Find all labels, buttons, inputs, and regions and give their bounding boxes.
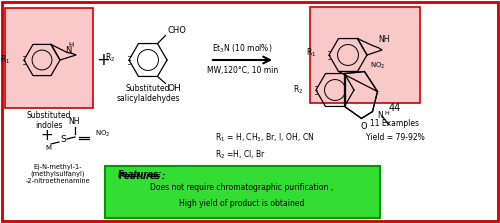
Text: S: S (60, 136, 66, 145)
Text: R$_2$ =H, Cl, Br: R$_2$ =H, Cl, Br (215, 149, 266, 161)
Text: E)-N-methyl-1-
(methylsulfanyl)
-2-nitroethenamine: E)-N-methyl-1- (methylsulfanyl) -2-nitro… (26, 163, 90, 184)
Text: MW,120°C, 10 min: MW,120°C, 10 min (207, 66, 278, 74)
Text: 11 Examples: 11 Examples (370, 120, 420, 128)
Text: High yield of product is obtained: High yield of product is obtained (180, 200, 304, 209)
Text: R$_2$: R$_2$ (292, 84, 303, 96)
Text: OH: OH (168, 84, 181, 93)
Text: $\bfit{Features:}$: $\bfit{Features:}$ (118, 170, 166, 181)
Text: NO$_2$: NO$_2$ (370, 60, 385, 71)
Text: Substituted
indoles: Substituted indoles (27, 111, 72, 130)
Text: O: O (360, 122, 367, 131)
Text: H: H (68, 42, 73, 48)
FancyBboxPatch shape (105, 166, 380, 218)
Text: CHO: CHO (168, 26, 186, 35)
FancyBboxPatch shape (5, 8, 93, 108)
Text: Substituted
salicylaldehydes: Substituted salicylaldehydes (116, 84, 180, 103)
Text: NH: NH (378, 35, 390, 44)
Text: N: N (378, 111, 384, 120)
Text: NO$_2$: NO$_2$ (95, 129, 110, 139)
Text: M: M (45, 145, 51, 151)
Text: Yield = 79-92%: Yield = 79-92% (366, 132, 424, 142)
Text: NH: NH (68, 118, 80, 126)
Text: R$_1$: R$_1$ (306, 47, 316, 59)
Text: Does not require chromatographic purification ,: Does not require chromatographic purific… (150, 184, 334, 192)
Text: R$_1$: R$_1$ (0, 54, 10, 66)
Text: +: + (40, 128, 54, 142)
Text: R$_1$ = H, CH$_3$, Br, I, OH, CN: R$_1$ = H, CH$_3$, Br, I, OH, CN (215, 132, 314, 144)
Text: Features:: Features: (118, 170, 162, 179)
Text: N: N (65, 46, 71, 55)
Text: 44: 44 (389, 103, 401, 113)
Text: Et$_3$N (10 mol%): Et$_3$N (10 mol%) (212, 43, 273, 55)
Text: +: + (96, 51, 110, 69)
FancyBboxPatch shape (310, 7, 420, 103)
Text: R$_2$: R$_2$ (104, 52, 115, 64)
Text: H: H (384, 111, 389, 116)
